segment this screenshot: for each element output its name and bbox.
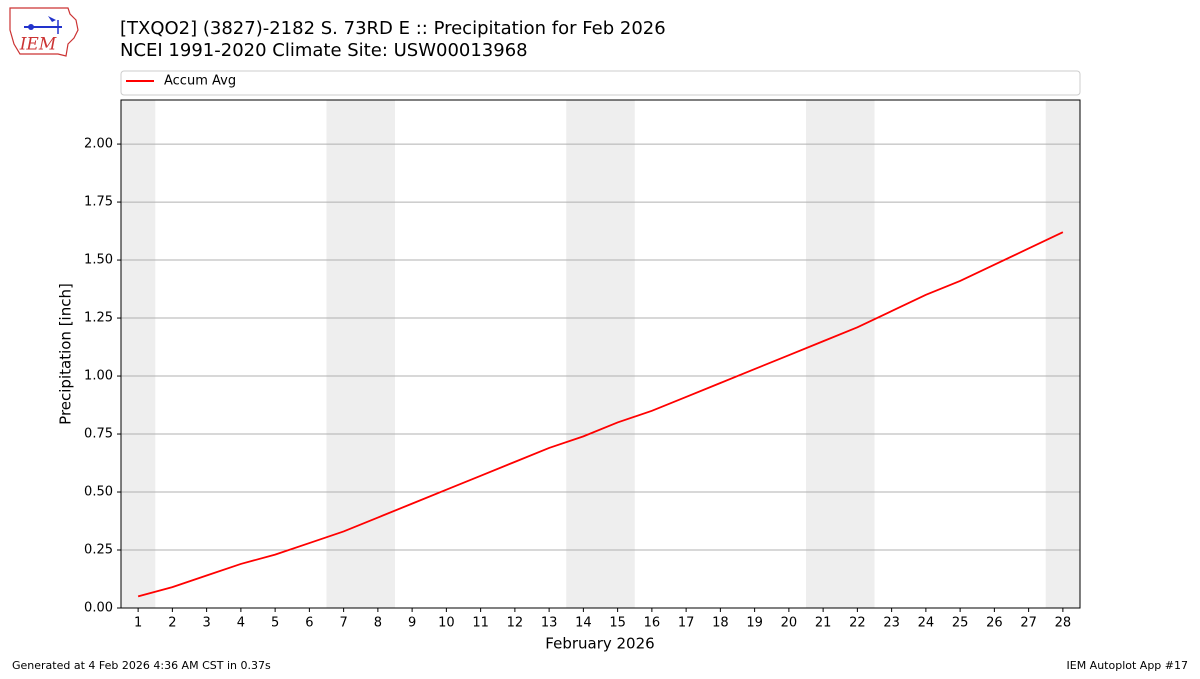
y-axis-label: Precipitation [inch] [57, 283, 75, 425]
y-tick-label: 1.75 [84, 195, 113, 210]
plot-frame [120, 99, 1081, 609]
chart-subtitle: NCEI 1991-2020 Climate Site: USW00013968 [120, 40, 528, 61]
y-tick-label: 0.25 [84, 543, 113, 558]
x-tick-label: 16 [644, 616, 661, 631]
x-tick-label: 8 [374, 616, 382, 631]
x-tick-label: 27 [1020, 616, 1037, 631]
x-tick-label: 10 [438, 616, 455, 631]
y-tick-label: 1.50 [84, 253, 113, 268]
x-tick-label: 17 [678, 616, 695, 631]
x-tick-label: 7 [339, 616, 347, 631]
x-tick-label: 6 [305, 616, 313, 631]
weekend-span [566, 100, 635, 608]
x-tick-label: 3 [202, 616, 210, 631]
weekend-span [1045, 100, 1080, 608]
y-tick-label: 2.00 [84, 137, 113, 152]
x-tick-label: 28 [1055, 616, 1072, 631]
x-tick-label: 2 [168, 616, 176, 631]
footer-right: IEM Autoplot App #17 [1067, 659, 1189, 672]
x-tick-label: 19 [746, 616, 763, 631]
legend-box [120, 70, 1081, 96]
x-tick-label: 24 [918, 616, 935, 631]
x-tick-label: 25 [952, 616, 969, 631]
y-tick-label: 0.00 [84, 601, 113, 616]
chart-title: [TXQO2] (3827)-2182 S. 73RD E :: Precipi… [120, 18, 666, 39]
weekend-span [326, 100, 395, 608]
x-tick-label: 26 [986, 616, 1003, 631]
y-tick-label: 0.75 [84, 427, 113, 442]
x-tick-label: 21 [815, 616, 832, 631]
logo: IEM [9, 7, 79, 57]
x-tick-label: 5 [271, 616, 279, 631]
weekend-span [806, 100, 875, 608]
x-tick-label: 22 [849, 616, 866, 631]
y-tick-label: 1.25 [84, 311, 113, 326]
x-axis-label: February 2026 [545, 635, 654, 653]
y-tick-label: 1.00 [84, 369, 113, 384]
logo-text: IEM [19, 35, 57, 55]
y-tick-label: 0.50 [84, 485, 113, 500]
x-tick-label: 4 [237, 616, 245, 631]
x-tick-label: 23 [883, 616, 900, 631]
x-tick-label: 13 [541, 616, 558, 631]
weekend-span [121, 100, 156, 608]
x-tick-label: 20 [781, 616, 798, 631]
series-line [137, 231, 1064, 598]
x-tick-label: 18 [712, 616, 729, 631]
footer-left: Generated at 4 Feb 2026 4:36 AM CST in 0… [12, 659, 271, 672]
x-tick-label: 12 [507, 616, 524, 631]
legend-label: Accum Avg [164, 74, 236, 89]
x-tick-label: 9 [408, 616, 416, 631]
x-tick-label: 11 [472, 616, 489, 631]
x-tick-label: 14 [575, 616, 592, 631]
x-tick-label: 15 [609, 616, 626, 631]
x-tick-label: 1 [134, 616, 142, 631]
